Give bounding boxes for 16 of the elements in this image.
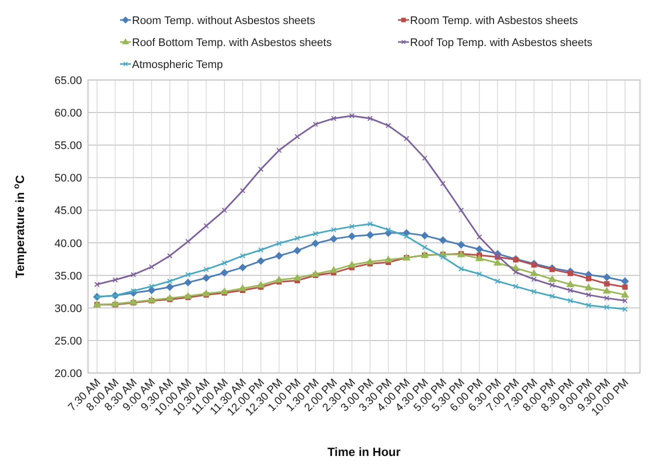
y-tick-label: 50.00 xyxy=(54,172,82,185)
y-tick-label: 40.00 xyxy=(54,238,82,250)
y-tick-label: 35.00 xyxy=(54,270,82,282)
y-tick-label: 30.00 xyxy=(54,302,82,315)
y-tick-label: 25.00 xyxy=(54,335,82,348)
y-tick-label: 60.00 xyxy=(54,108,82,120)
y-tick-label: 55.00 xyxy=(54,140,82,152)
y-tick-label: 20.00 xyxy=(54,368,82,380)
legend-label: Roof Top Temp. with Asbestos sheets xyxy=(410,37,593,49)
legend-label: Room Temp. with Asbestos sheets xyxy=(410,15,578,27)
y-tick-label: 45.00 xyxy=(54,205,82,218)
legend-label: Roof Bottom Temp. with Asbestos sheets xyxy=(132,37,332,49)
x-axis-title: Time in Hour xyxy=(327,445,401,459)
legend-label: Atmospheric Temp xyxy=(132,59,223,71)
y-tick-label: 65.00 xyxy=(54,75,82,87)
legend-label: Room Temp. without Asbestos sheets xyxy=(132,15,316,27)
